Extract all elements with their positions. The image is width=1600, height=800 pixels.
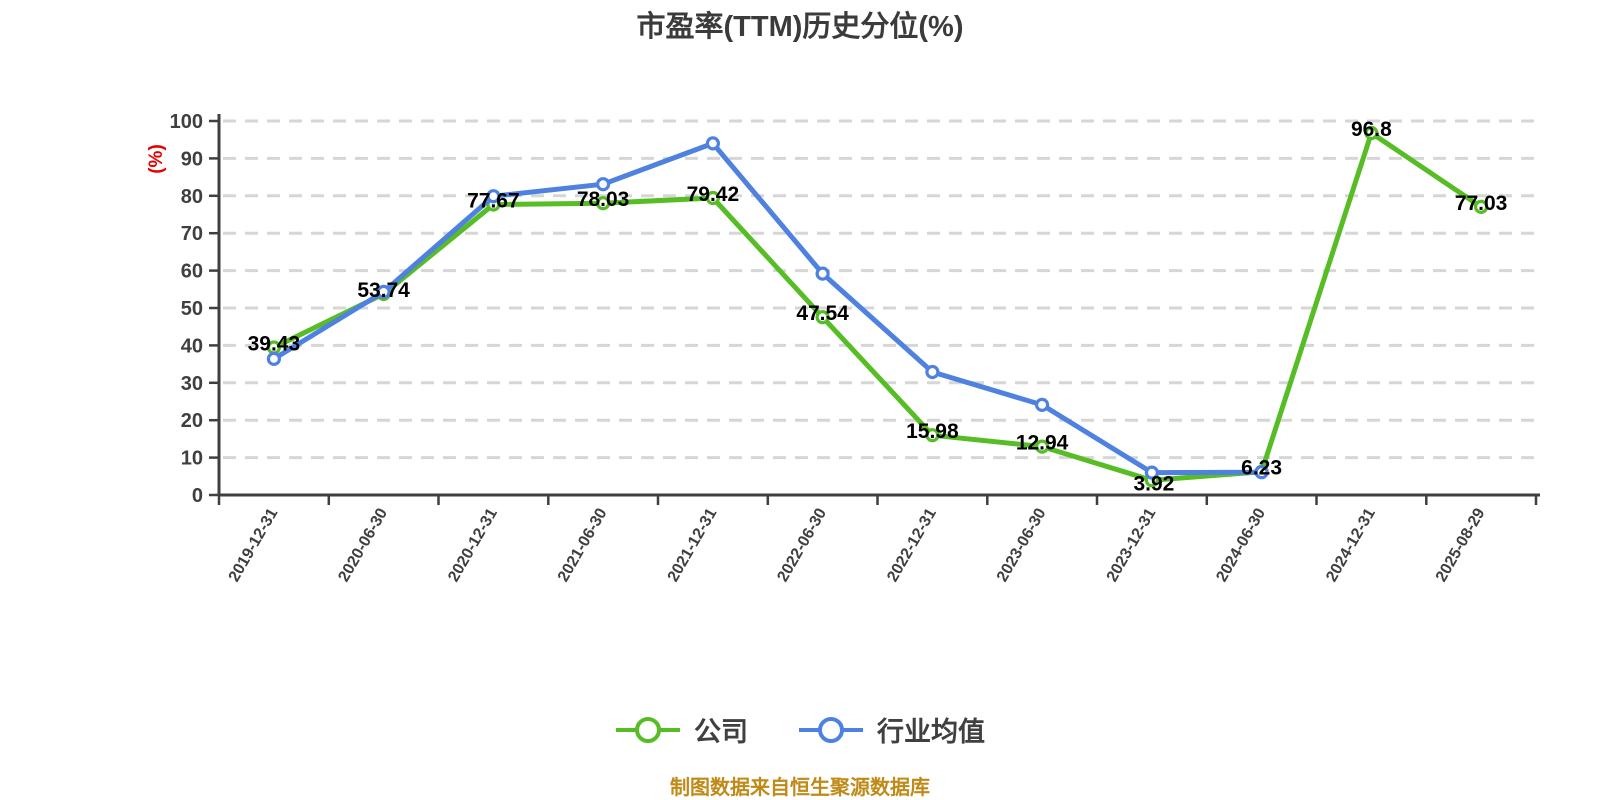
y-tick-label: 80 [181, 186, 203, 208]
line-marker-icon [799, 716, 863, 743]
data-point-value-label: 78.03 [577, 188, 630, 211]
x-tick-label: 2019-12-31 [226, 505, 282, 584]
data-point-industry-average[interactable] [266, 351, 281, 366]
data-point-industry-average[interactable] [1254, 465, 1269, 480]
legend-label-company: 公司 [694, 717, 748, 747]
legend-label-industry-average: 行业均值 [877, 717, 985, 747]
data-source-note: 制图数据来自恒生聚源数据库 [670, 777, 930, 799]
y-tick-label: 100 [170, 111, 203, 133]
x-tick-label: 2022-06-30 [774, 505, 830, 584]
data-point-industry-average[interactable] [925, 364, 940, 380]
x-tick-label: 2021-12-31 [665, 505, 721, 584]
x-tick-label: 2021-06-30 [555, 505, 611, 584]
data-point-value-label: 79.42 [687, 183, 740, 206]
data-point-value-label: 15.98 [906, 420, 959, 443]
x-tick-label: 2024-12-31 [1323, 505, 1379, 584]
data-point-industry-average[interactable] [705, 136, 721, 151]
data-point-company[interactable] [925, 428, 940, 443]
data-point-value-label: 96.8 [1351, 118, 1392, 141]
data-point-value-label: 47.54 [796, 302, 849, 325]
x-tick-label: 2022-12-31 [884, 505, 940, 584]
y-tick-label: 70 [181, 223, 203, 245]
legend-item-company[interactable]: 公司 [615, 710, 748, 749]
data-point-value-label: 6.23 [1241, 457, 1282, 480]
data-point-company[interactable] [1473, 199, 1489, 214]
y-tick-label: 0 [192, 485, 203, 507]
data-point-value-label: 3.92 [1133, 472, 1174, 495]
y-tick-label: 30 [181, 373, 203, 395]
data-point-company[interactable] [1364, 125, 1379, 141]
y-tick-label: 60 [181, 261, 203, 283]
x-tick-label: 2025-08-29 [1433, 505, 1489, 584]
y-tick-label: 50 [181, 298, 203, 320]
chart-legend: 公司 行业均值 [0, 710, 1600, 749]
x-tick-label: 2023-12-31 [1104, 505, 1160, 584]
data-point-value-label: 77.67 [467, 190, 520, 213]
y-tick-label: 20 [181, 410, 203, 432]
chart-title: 市盈率(TTM)历史分位(%) [636, 11, 964, 43]
data-point-company[interactable] [705, 190, 721, 206]
data-point-industry-average[interactable] [1034, 397, 1050, 412]
y-tick-label: 90 [181, 148, 203, 170]
data-point-value-label: 77.03 [1455, 192, 1508, 215]
data-point-industry-average[interactable] [815, 266, 830, 281]
data-point-company[interactable] [595, 196, 611, 211]
line-marker-icon [616, 716, 680, 743]
data-point-company[interactable] [815, 310, 830, 325]
data-point-industry-average[interactable] [595, 177, 611, 192]
data-point-company[interactable] [1034, 439, 1050, 454]
x-tick-label: 2024-06-30 [1213, 505, 1269, 584]
data-point-value-label: 39.43 [248, 333, 301, 356]
legend-item-industry-average[interactable]: 行业均值 [798, 710, 985, 749]
data-point-value-label: 53.74 [357, 279, 410, 302]
data-point-industry-average[interactable] [1144, 465, 1160, 480]
data-point-industry-average[interactable] [376, 284, 391, 299]
x-tick-label: 2020-12-31 [445, 505, 501, 584]
data-point-industry-average[interactable] [486, 189, 501, 204]
x-tick-label: 2020-06-30 [335, 505, 391, 584]
y-tick-label: 10 [181, 448, 203, 470]
series-line-industry-average[interactable] [271, 140, 1265, 476]
data-point-value-label: 12.94 [1016, 432, 1069, 455]
x-tick-label: 2023-06-30 [994, 505, 1050, 584]
y-tick-label: 40 [181, 335, 203, 357]
series-line-company[interactable] [271, 130, 1484, 483]
